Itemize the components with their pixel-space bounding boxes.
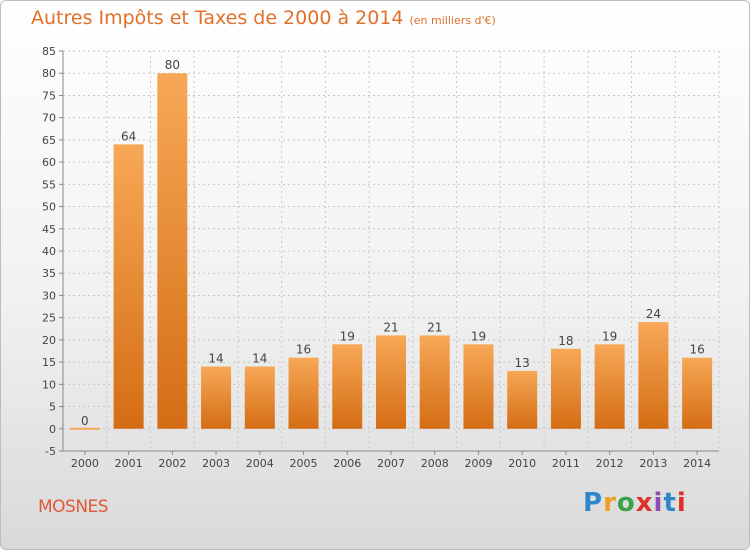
y-tick-label: 30 [42, 289, 56, 302]
town-name: MOSNES [38, 497, 109, 517]
bar [113, 144, 144, 429]
y-tick-label: 70 [42, 112, 56, 125]
y-tick-label: 60 [42, 156, 56, 169]
x-tick-label: 2009 [464, 457, 492, 470]
y-tick-label: 35 [42, 267, 56, 280]
y-tick-label: 80 [42, 67, 56, 80]
bar [69, 427, 100, 430]
proxiti-logo: Proxiti [583, 488, 687, 518]
y-tick-label: 0 [49, 423, 56, 436]
data-labels: 0 64 80 14 14 16 19 21 21 19 13 18 19 24 16 [81, 58, 705, 428]
logo-letter: o [616, 488, 636, 518]
x-tick-label: 2002 [158, 457, 186, 470]
y-tick-label: -5 [45, 445, 56, 458]
x-tick-label: 2000 [71, 457, 99, 470]
y-tick-label: 85 [42, 45, 56, 58]
x-tick-label: 2013 [639, 457, 667, 470]
data-label: 13 [515, 356, 530, 370]
x-tick-label: 2008 [421, 457, 449, 470]
bar [201, 366, 232, 429]
data-label: 64 [121, 129, 136, 143]
y-tick-label: 40 [42, 245, 56, 258]
chart-title: Autres Impôts et Taxes de 2000 à 2014 (en… [31, 7, 496, 29]
logo-letter: t [663, 488, 677, 518]
x-tick-label: 2010 [508, 457, 536, 470]
data-label: 14 [252, 352, 267, 366]
logo-letter: x [635, 488, 654, 518]
data-label: 19 [340, 329, 355, 343]
x-tick-label: 2001 [115, 457, 143, 470]
x-tick-label: 2006 [333, 457, 361, 470]
data-label: 0 [81, 414, 89, 428]
x-tick-label: 2007 [377, 457, 405, 470]
data-label: 80 [165, 58, 180, 72]
logo-letter: r [603, 488, 617, 518]
data-label: 18 [558, 334, 573, 348]
bar [244, 366, 275, 429]
logo-letter: i [676, 488, 687, 518]
bar [463, 344, 494, 429]
logo-letter: P [583, 488, 604, 518]
bar [594, 344, 625, 429]
x-tick-label: 2004 [246, 457, 274, 470]
bar [682, 357, 713, 429]
y-tick-label: 5 [49, 401, 56, 414]
bar [419, 335, 450, 429]
data-label: 19 [471, 329, 486, 343]
data-label: 16 [296, 343, 311, 357]
logo-letter: i [653, 488, 664, 518]
bar [376, 335, 406, 429]
bar [157, 73, 188, 429]
y-tick-label: 55 [42, 178, 56, 191]
data-label: 16 [689, 343, 704, 357]
chart-title-text: Autres Impôts et Taxes de 2000 à 2014 [31, 7, 404, 29]
data-label: 14 [208, 352, 223, 366]
x-tick-label: 2003 [202, 457, 230, 470]
bar [288, 357, 319, 429]
data-label: 21 [427, 320, 442, 334]
y-tick-label: 15 [42, 356, 56, 369]
bar [550, 348, 581, 429]
x-tick-label: 2014 [683, 457, 711, 470]
axis-ticks: -5 0 5 10 15 20 25 30 35 40 45 50 55 60 65 70 75 80 85 2000… [42, 45, 719, 470]
data-label: 24 [646, 307, 661, 321]
bar [507, 371, 538, 429]
bar [638, 322, 669, 429]
bar [332, 344, 363, 429]
chart-subtitle: (en milliers d'€) [409, 14, 496, 27]
data-label: 19 [602, 329, 617, 343]
x-tick-label: 2005 [290, 457, 318, 470]
x-tick-label: 2011 [552, 457, 580, 470]
y-tick-label: 25 [42, 312, 56, 325]
y-tick-label: 10 [42, 378, 56, 391]
bars [69, 73, 713, 430]
x-tick-label: 2012 [596, 457, 624, 470]
data-label: 21 [383, 320, 398, 334]
y-tick-label: 75 [42, 89, 56, 102]
y-tick-label: 45 [42, 223, 56, 236]
y-tick-label: 65 [42, 134, 56, 147]
y-tick-label: 50 [42, 201, 56, 214]
y-tick-label: 20 [42, 334, 56, 347]
